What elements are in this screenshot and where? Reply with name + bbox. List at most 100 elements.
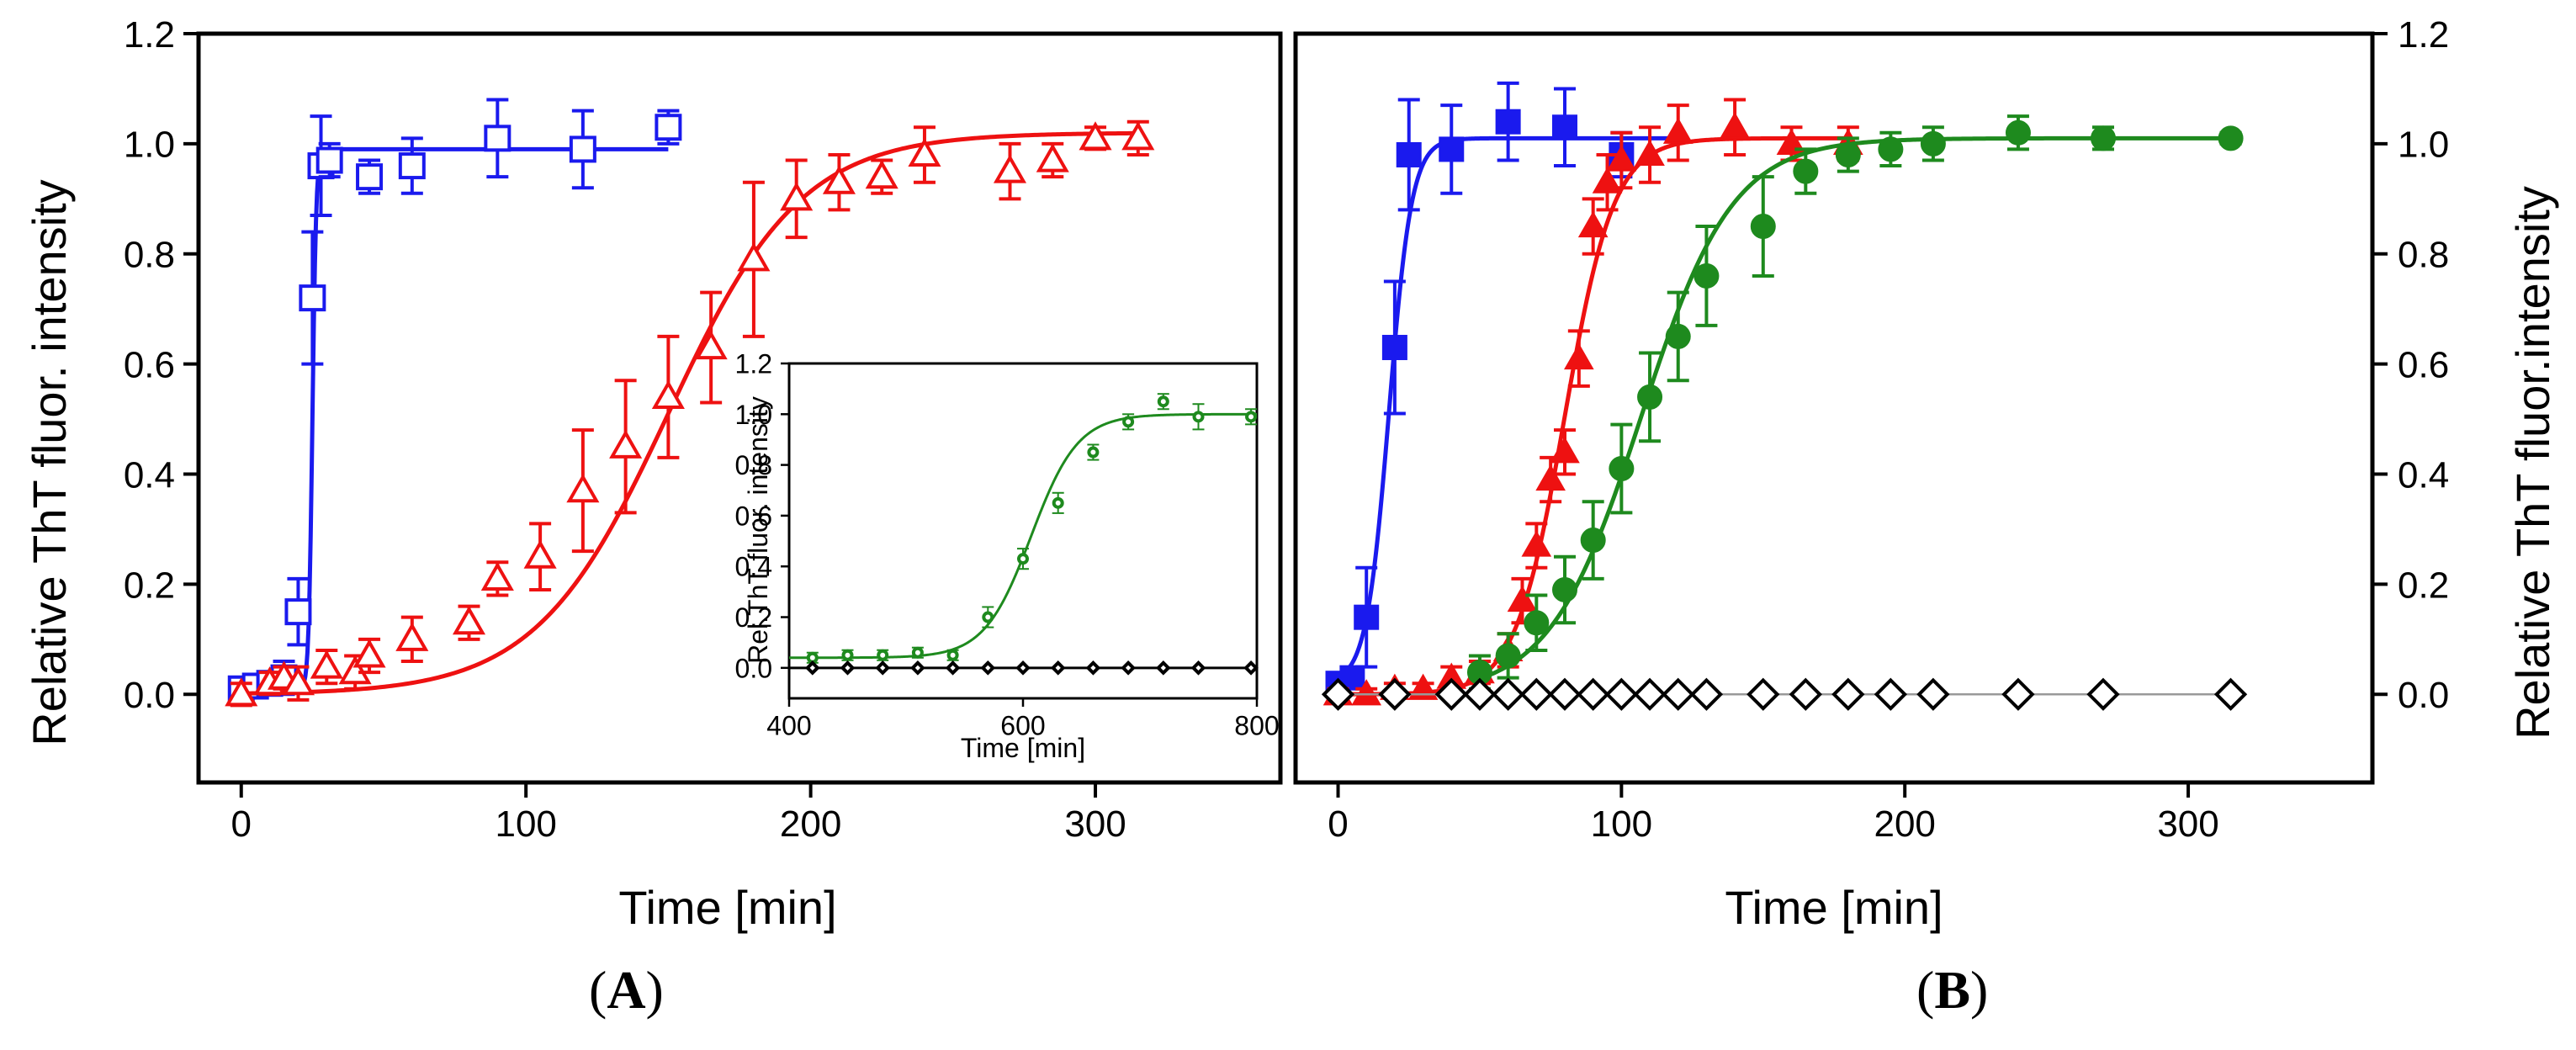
chart-b-ytick-label: 0.8: [2398, 235, 2449, 276]
chart-b-series-diamond-3-point: [1519, 677, 1553, 711]
chart-a-inset-series-diamond-1-point: [804, 660, 820, 676]
chart-a-series-triangle-1-point: [908, 137, 941, 167]
chart-b-series-diamond-3-point: [2086, 677, 2120, 711]
chart-b-series-diamond-3-point: [1577, 677, 1610, 711]
chart-a-inset-series-diamond-1-point: [1015, 660, 1031, 676]
chart-a-inset-series-circle-0-point: [911, 646, 924, 659]
chart-b-series-diamond-3-point: [1548, 677, 1582, 711]
chart-a-inset-xtick-label: 400: [766, 711, 811, 741]
chart-b-series-triangle-1-point: [1535, 464, 1566, 491]
chart-b-series-diamond-3: [1321, 677, 2248, 711]
chart-b-series-circle-2-point: [1609, 455, 1635, 481]
chart-a-inset-series-diamond-1-point: [910, 660, 925, 676]
chart-a-series-triangle-1-point: [338, 655, 372, 685]
chart-b-ylabel: Relative ThT fluor.intensity: [2506, 186, 2559, 740]
chart-b-xtick-label: 200: [1874, 803, 1935, 845]
chart-a-series-triangle-1-point: [395, 622, 429, 651]
chart-a-inset-series-circle-0-point: [946, 649, 959, 661]
chart-a-inset-series-diamond-1-point: [1050, 660, 1066, 676]
chart-a-inset-series-diamond-1-point: [1190, 660, 1206, 676]
chart-a-inset-ytick-label: 0.0: [735, 653, 772, 683]
panel-label-a: (A): [589, 959, 664, 1021]
chart-a-series-triangle-1-point: [737, 242, 771, 272]
chart-a-series-square-0-point: [299, 284, 326, 312]
chart-a-inset-series-diamond-1-point: [1085, 660, 1101, 676]
chart-a-series-square-0-point: [569, 135, 596, 163]
chart-b-series-circle-2-point: [1878, 136, 1904, 162]
chart-b-series-triangle-1-point: [1351, 679, 1382, 706]
chart-a-series-triangle-1-point: [352, 639, 386, 668]
chart-a: Relative ThT fluor. intensity Time [min]: [23, 179, 837, 934]
chart-b-series-circle-2-point: [1793, 158, 1819, 184]
chart-b-series-circle-2-point: [1665, 323, 1691, 349]
chart-a-inset-series-circle-0-point: [1087, 446, 1100, 459]
chart-b-series-circle-2-point: [1693, 262, 1720, 289]
chart-a-xtick-label: 300: [1064, 803, 1126, 845]
chart-a-series-triangle-1-point: [452, 606, 486, 635]
chart-a-xtick-label: 0: [231, 803, 252, 845]
chart-a-inset-ytick-label: 1.2: [735, 349, 772, 379]
chart-b-ytick-label: 0.0: [2398, 675, 2449, 716]
chart-a-series-triangle-1-point: [281, 666, 315, 696]
chart-b-series-diamond-3-point: [1916, 677, 1950, 711]
chart-b-series-circle-2-point: [1920, 130, 1946, 156]
chart-a-inset-series-circle-0-point: [1245, 411, 1258, 423]
chart-a-series-triangle-1-point: [1121, 121, 1155, 151]
chart-a-inset-xtick-label: 600: [1000, 711, 1045, 741]
chart-a-ytick-label: 0.8: [124, 235, 175, 276]
chart-a-inset-series-circle-0-point: [982, 611, 994, 623]
chart-a-inset-plot: 400 600 800 0.0 0.2 0.4 0.6 0.8 1.0 1.2: [735, 349, 1280, 741]
chart-b-series-triangle-1-point: [1564, 342, 1594, 370]
chart-b: Relative ThT fluor.intensity Time [min]: [1725, 186, 2559, 934]
chart-a-inset-frame: [787, 362, 1259, 700]
chart-a-series-square-0-point: [356, 163, 384, 191]
chart-a-inset-series-circle-0-point: [1017, 553, 1029, 565]
chart-a-inset-series-diamond-1-point: [1121, 660, 1136, 676]
chart-b-xtick-label: 300: [2157, 803, 2218, 845]
chart-a-inset-series-circle-0-point: [1192, 411, 1205, 423]
chart-b-series-circle-2-point: [2091, 125, 2116, 151]
chart-a-series-triangle-1-point: [651, 379, 685, 409]
panel-label-a-open: (: [589, 960, 607, 1020]
panel-label-b-open: (: [1916, 960, 1935, 1020]
chart-a-inset-series-diamond-1: [789, 660, 1259, 676]
chart-a-inset-series-diamond-1-point: [980, 660, 996, 676]
chart-b-series-circle-2-point: [2005, 119, 2031, 146]
chart-a-inset-series-circle-0-point: [841, 649, 854, 661]
chart-b-series-circle-2-point: [1495, 643, 1521, 669]
chart-b-series-circle-2-point: [1750, 214, 1776, 240]
chart-a-series-square-0-point: [284, 598, 312, 626]
panel-label-b: (B): [1916, 959, 1988, 1021]
chart-b-series-square-0-point: [1354, 604, 1380, 630]
chart-a-inset-series-circle-0-point: [877, 649, 889, 661]
chart-a-inset-series-circle-0-point: [1052, 496, 1064, 509]
chart-b-series-diamond-3-point: [1434, 677, 1468, 711]
chart-b-series-diamond-3-point: [1321, 677, 1355, 711]
chart-b-series-diamond-3-point: [1831, 677, 1865, 711]
chart-a-ylabel: Relative ThT fluor. intensity: [23, 179, 76, 745]
chart-a-series-square-0-point: [315, 146, 343, 174]
chart-a-xtick-label: 100: [495, 803, 556, 845]
chart-b-xtick-label: 0: [1328, 803, 1348, 845]
chart-b-series-diamond-3-point: [1746, 677, 1780, 711]
chart-b-series-triangle-1-point: [1507, 585, 1538, 612]
chart-a-inset-ylabel: Rel.ThT fluor. intensity: [743, 396, 773, 664]
chart-b-plot: 0 100 200 300 0.0 0.2 0.4 0.6 0.8 1.0 1.2: [1293, 14, 2449, 845]
chart-b-series-diamond-3-point: [1689, 677, 1724, 711]
chart-a-inset-ytick-label: 0.6: [735, 501, 772, 531]
chart-b-series-triangle-1-point: [1720, 112, 1750, 139]
chart-b-xtick-label: 100: [1591, 803, 1652, 845]
chart-b-series-diamond-3-point: [1633, 677, 1667, 711]
chart-b-series-triangle-1-point: [1550, 437, 1580, 464]
chart-a-inset-ytick-label: 0.8: [735, 450, 772, 480]
chart-b-series-diamond-3-point: [1463, 677, 1497, 711]
chart-b-series-square-0-point: [1439, 136, 1465, 162]
chart-b-series-diamond-3-point: [1492, 677, 1525, 711]
chart-b-series-circle-2-point: [1580, 528, 1606, 554]
chart-a-inset-series-diamond-1-point: [875, 660, 891, 676]
chart-b-series-square-0-point: [1552, 114, 1577, 141]
chart-b-ytick-label: 0.6: [2398, 344, 2449, 385]
chart-b-series-triangle-1-point: [1407, 673, 1439, 700]
chart-b-series-triangle-1-point: [1521, 530, 1552, 557]
